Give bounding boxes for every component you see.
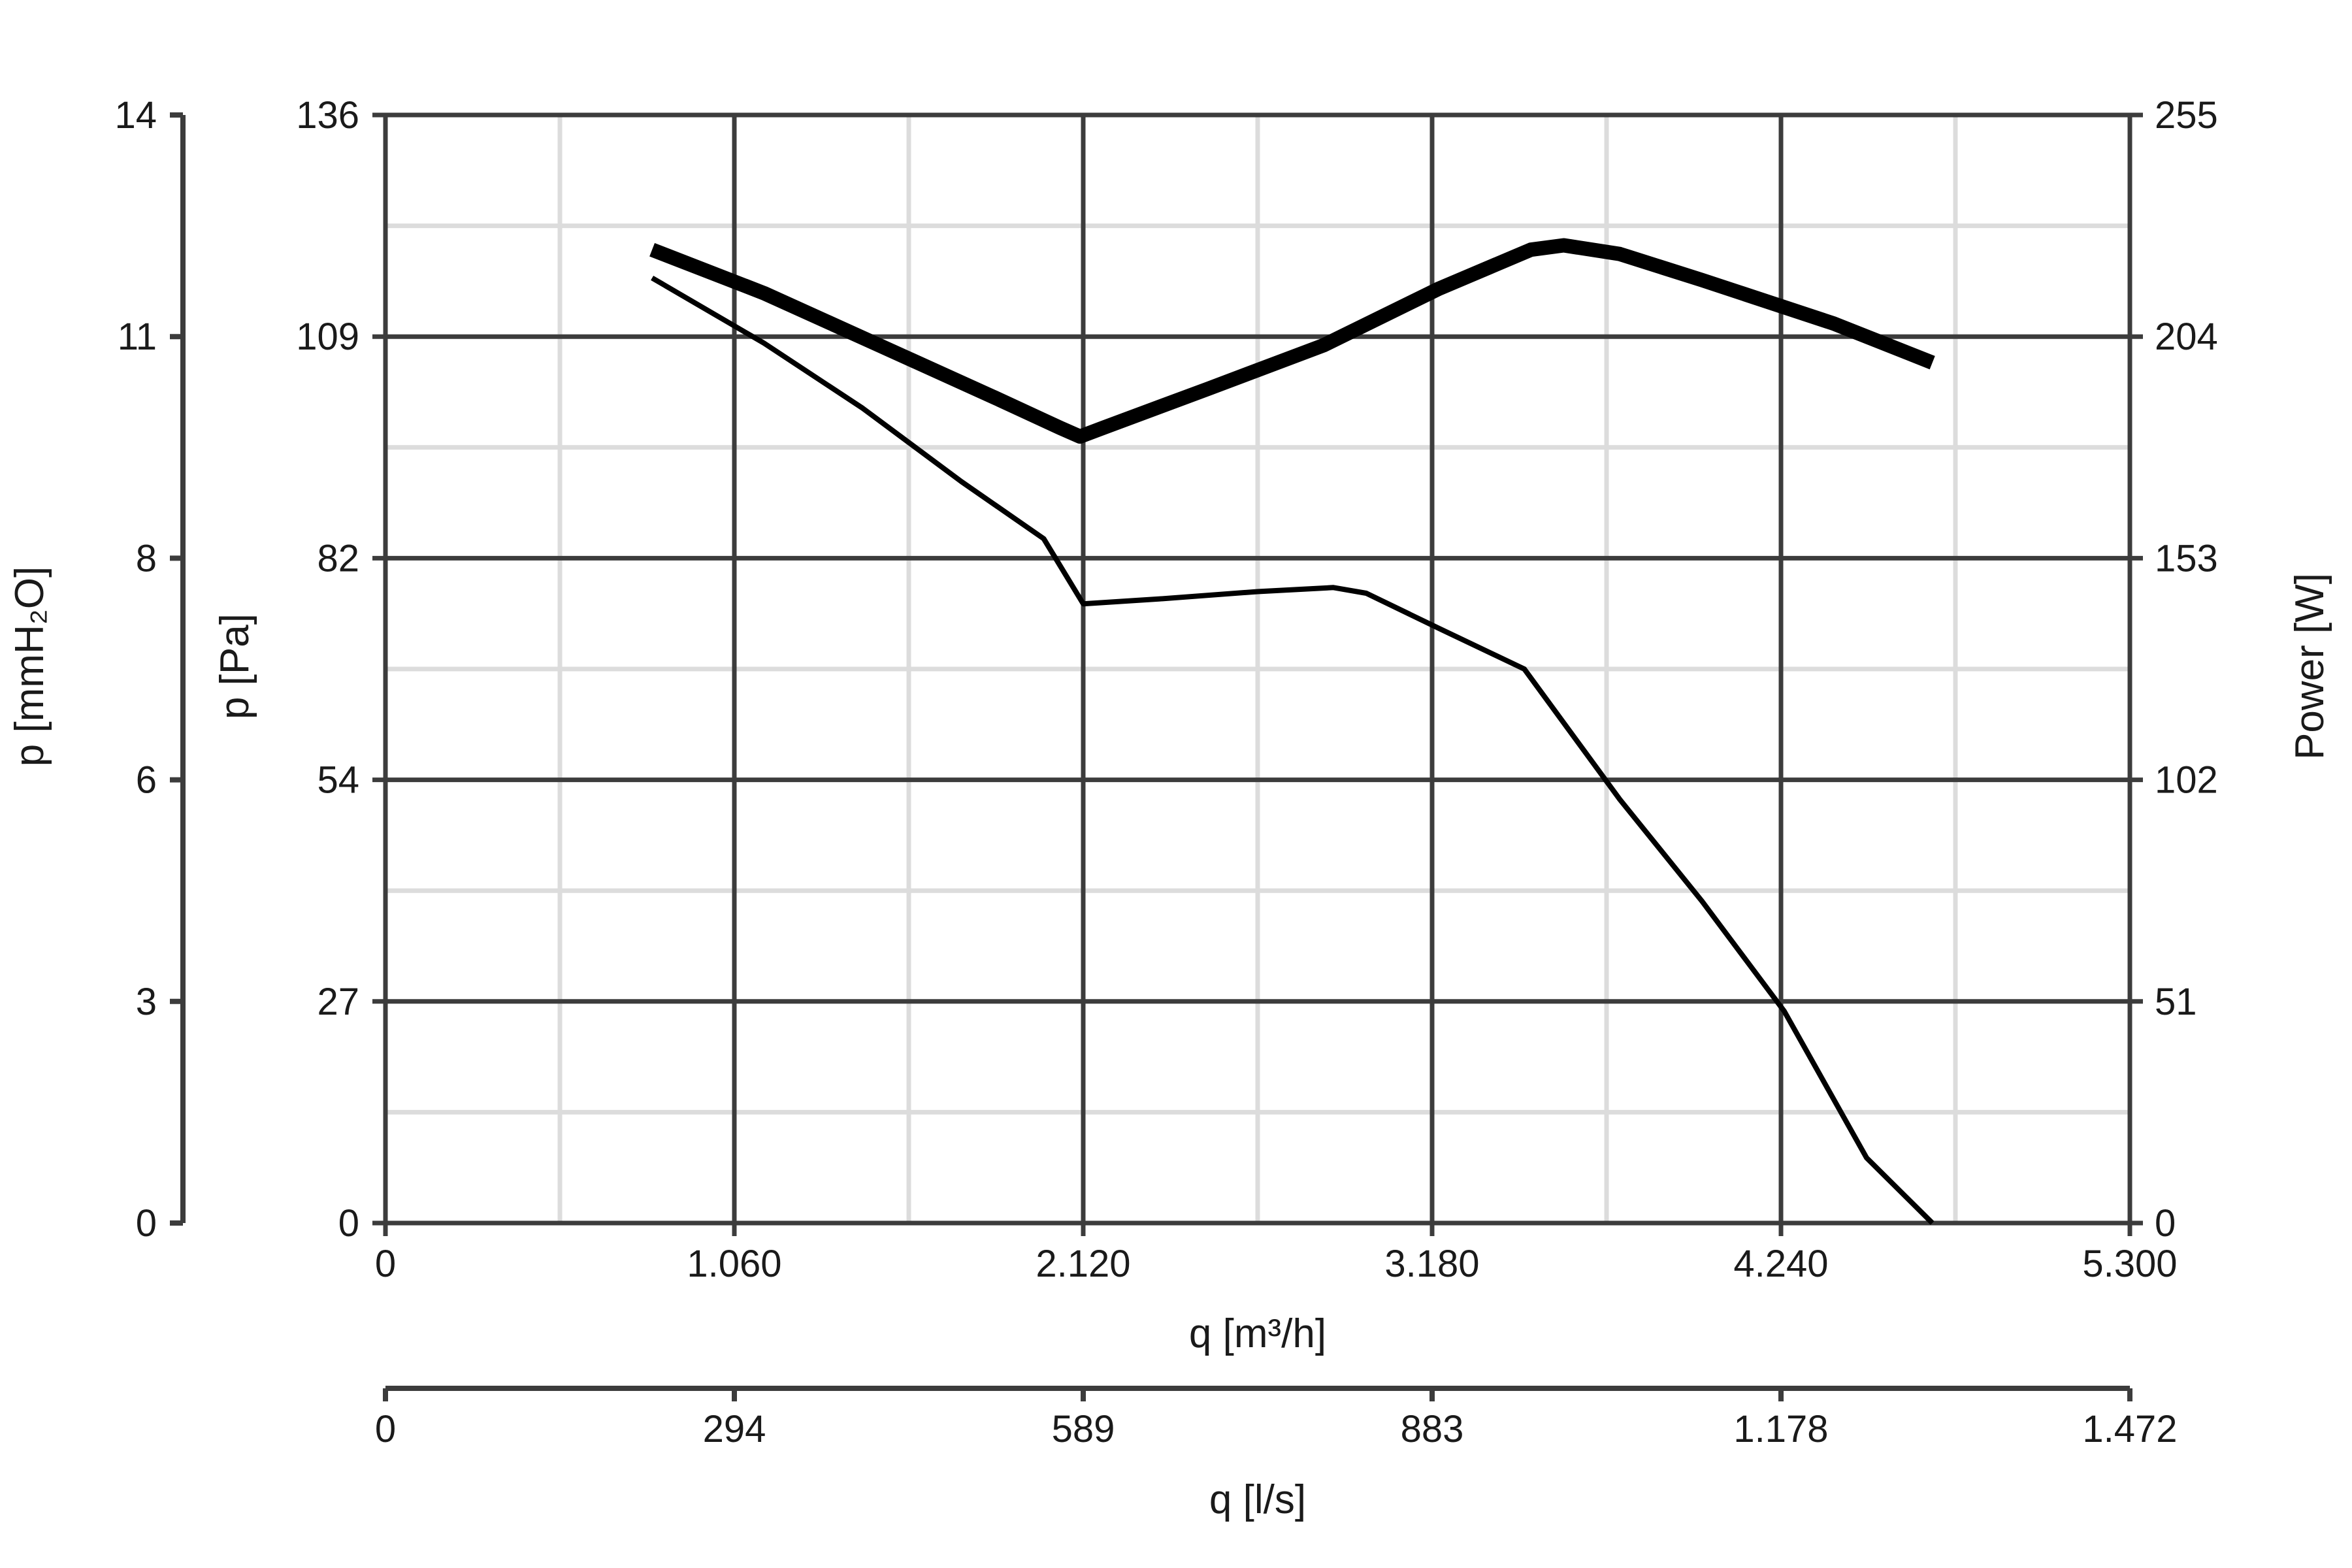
x2-tick-label: 589 [1052,1408,1115,1450]
axes [170,112,2143,1401]
minor-gridlines [385,115,2130,1223]
y-tick-label-mmh2o: 11 [118,316,157,358]
y-tick-label-power: 102 [2155,759,2218,802]
y-tick-label-power: 0 [2155,1202,2176,1245]
y-tick-label-pa: 82 [317,537,359,580]
y-axis-title-power: Power [W] [2287,573,2332,760]
x-axis-title: q [m³/h] [1189,1311,1326,1356]
y-tick-label-pa: 109 [296,316,359,358]
x2-tick-label: 0 [375,1408,396,1450]
x2-axis-title: q [l/s] [1209,1477,1306,1522]
y-tick-label-power: 204 [2155,316,2218,358]
x-tick-label: 4.240 [1733,1243,1828,1285]
y-tick-label-mmh2o: 0 [136,1202,157,1245]
x2-tick-label: 1.178 [1733,1408,1828,1450]
y-tick-label-power: 51 [2155,981,2197,1023]
x-tick-label: 5.300 [2082,1243,2177,1285]
pressure-curve [651,275,1935,1225]
y-axis-title-pa: p [Pa] [212,613,257,719]
major-gridlines [383,112,2132,1226]
x2-tick-label: 1.472 [2082,1408,2177,1450]
y-tick-label-mmh2o: 14 [114,94,157,137]
x-tick-label: 2.120 [1036,1243,1130,1285]
y-tick-label-pa: 54 [317,759,359,802]
y-tick-label-pa: 0 [338,1202,359,1245]
y-tick-label-mmh2o: 8 [136,537,157,580]
y-tick-label-mmh2o: 6 [136,759,157,802]
tick-labels: 0 3 6 8 11 14 0 27 54 82 109 136 0 51 102 153 204 255 0 1.0… [114,94,2217,1450]
data-series [649,238,1935,1225]
y-tick-label-pa: 136 [296,94,359,137]
y-tick-label-power: 153 [2155,537,2218,580]
x2-tick-label: 883 [1401,1408,1464,1450]
x-tick-label: 3.180 [1384,1243,1479,1285]
y-tick-label-mmh2o: 3 [136,981,157,1023]
x2-tick-label: 294 [703,1408,766,1450]
y-tick-label-power: 255 [2155,94,2218,137]
y-tick-label-pa: 27 [317,981,359,1023]
power-curve [649,238,1935,444]
x-tick-label: 1.060 [687,1243,781,1285]
y-axis-title-mmh2o: p [mmH₂O] [7,566,52,767]
x-tick-label: 0 [375,1243,396,1285]
